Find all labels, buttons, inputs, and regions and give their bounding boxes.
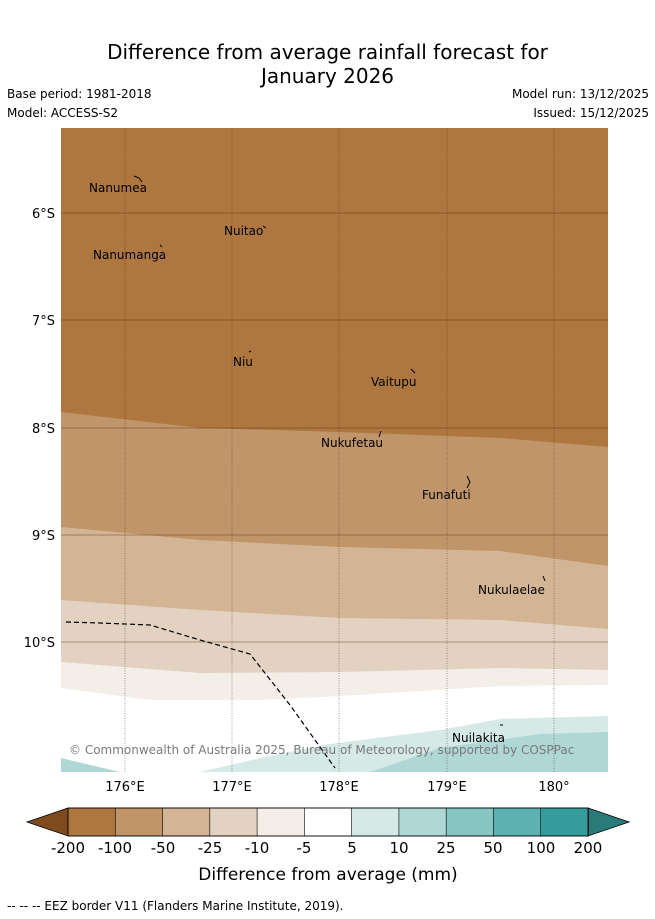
lon-label: 177°E (212, 780, 252, 795)
eez-border (65, 621, 336, 769)
colorbar-tick: 100 (527, 839, 556, 857)
latitude-labels: 6°S 7°S 8°S 9°S 10°S (24, 207, 55, 651)
graticule (61, 212, 608, 643)
lon-label: 176°E (105, 780, 145, 795)
colorbar-tick: -25 (198, 839, 223, 857)
colorbar-cell (304, 807, 353, 837)
lat-label: 7°S (32, 314, 55, 329)
lon-label: 179°E (427, 780, 467, 795)
band-minus100-minus200 (61, 128, 608, 447)
colorbar-cells (67, 807, 589, 837)
model-run: Model run: 13/12/2025 (511, 87, 649, 101)
colorbar-cell (445, 807, 495, 837)
colorbar-cell (114, 807, 164, 837)
title-line-2: January 2026 (260, 64, 395, 88)
colorbar-cell (67, 807, 117, 837)
place-label: Nanumanga (93, 248, 166, 262)
place-label: Vaitupu (371, 375, 417, 389)
place-label: Nanumea (89, 181, 147, 195)
lat-label: 8°S (32, 422, 55, 437)
lon-label: 180° (538, 780, 569, 795)
lat-label: 6°S (32, 207, 55, 222)
base-period: Base period: 1981-2018 (7, 87, 152, 101)
model-name: Model: ACCESS-S2 (7, 106, 119, 120)
colorbar-tick: -50 (151, 839, 176, 857)
place-labels: Nanumea Nuitao Nanumanga Niu Vaitupu Nuk… (89, 181, 545, 745)
colorbar-label: Difference from average (mm) (198, 865, 457, 885)
lat-label: 10°S (24, 636, 55, 651)
lat-label: 9°S (32, 529, 55, 544)
colorbar-extend-high (587, 807, 631, 837)
colorbar-tick: -5 (297, 839, 312, 857)
map-title: Difference from average rainfall forecas… (0, 40, 655, 88)
colorbar-cell (540, 807, 589, 837)
place-label: Nuilakita (452, 731, 505, 745)
colorbar-extend-low (25, 807, 69, 837)
colorbar-frame (67, 807, 589, 837)
place-label: Funafuti (422, 488, 471, 502)
lon-label: 178°E (319, 780, 359, 795)
longitude-labels: 176°E 177°E 178°E 179°E 180° (105, 780, 569, 795)
colorbar-cell (162, 807, 211, 837)
eez-footnote: -- -- -- EEZ border V11 (Flanders Marine… (7, 899, 344, 913)
colorbar-tick: 5 (347, 839, 357, 857)
colorbar: -200 -100 -50 -25 -10 -5 5 10 25 50 100 … (25, 807, 631, 885)
colorbar-tick: 25 (436, 839, 455, 857)
island-outlines (133, 175, 546, 726)
colorbar-cell (398, 807, 447, 837)
colorbar-tick: 10 (389, 839, 408, 857)
colorbar-cell (209, 807, 258, 837)
colorbar-cell (256, 807, 306, 837)
place-label: Niu (233, 355, 253, 369)
band-25-50-south (370, 732, 608, 772)
colorbar-cell (351, 807, 400, 837)
place-label: Nukufetau (321, 436, 383, 450)
colorbar-tick: -10 (245, 839, 270, 857)
colorbar-tick: 200 (574, 839, 603, 857)
rainfall-map: Nanumea Nuitao Nanumanga Niu Vaitupu Nuk… (61, 128, 608, 772)
colorbar-ticks: -200 -100 -50 -25 -10 -5 5 10 25 50 100 … (51, 839, 602, 857)
copyright-notice: © Commonwealth of Australia 2025, Bureau… (69, 743, 574, 757)
place-label: Nuitao (224, 224, 263, 238)
colorbar-tick: -200 (51, 839, 85, 857)
colorbar-tick: -100 (98, 839, 132, 857)
colorbar-tick: 50 (483, 839, 502, 857)
colorbar-cell (493, 807, 542, 837)
place-label: Nukulaelae (478, 583, 545, 597)
band-25-50-west (61, 758, 120, 772)
issued-date: Issued: 15/12/2025 (533, 106, 649, 120)
title-line-1: Difference from average rainfall forecas… (107, 40, 548, 64)
